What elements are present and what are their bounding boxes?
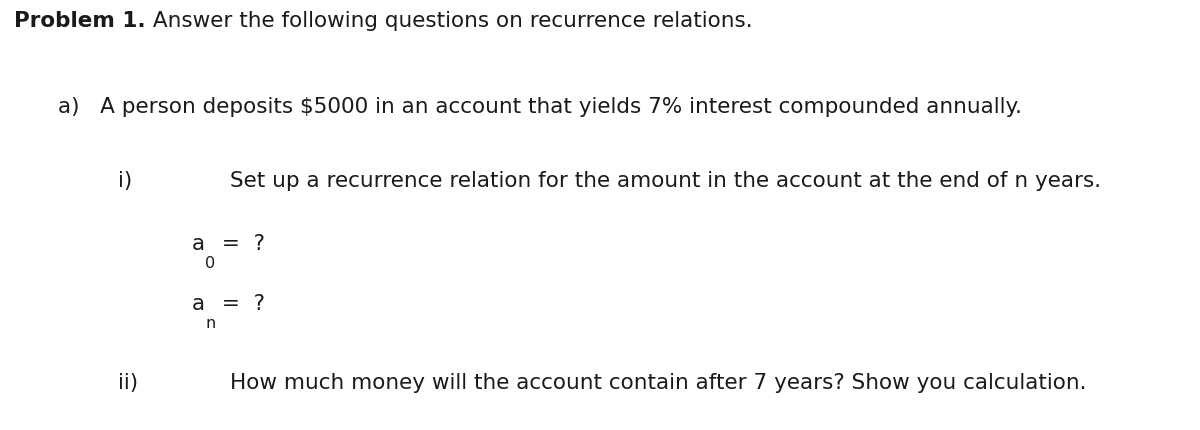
Text: a: a: [192, 294, 205, 313]
Text: a)   A person deposits $5000 in an account that yields 7% interest compounded an: a) A person deposits $5000 in an account…: [58, 97, 1021, 117]
Text: =  ?: = ?: [215, 294, 265, 313]
Text: 0: 0: [205, 256, 215, 271]
Text: =  ?: = ?: [215, 234, 265, 254]
Text: i): i): [118, 171, 132, 191]
Text: n: n: [205, 316, 215, 331]
Text: Set up a recurrence relation for the amount in the account at the end of n years: Set up a recurrence relation for the amo…: [230, 171, 1102, 191]
Text: Answer the following questions on recurrence relations.: Answer the following questions on recurr…: [146, 11, 752, 31]
Text: a: a: [192, 234, 205, 254]
Text: Problem 1.: Problem 1.: [14, 11, 146, 31]
Text: How much money will the account contain after 7 years? Show you calculation.: How much money will the account contain …: [230, 373, 1087, 393]
Text: ii): ii): [118, 373, 138, 393]
